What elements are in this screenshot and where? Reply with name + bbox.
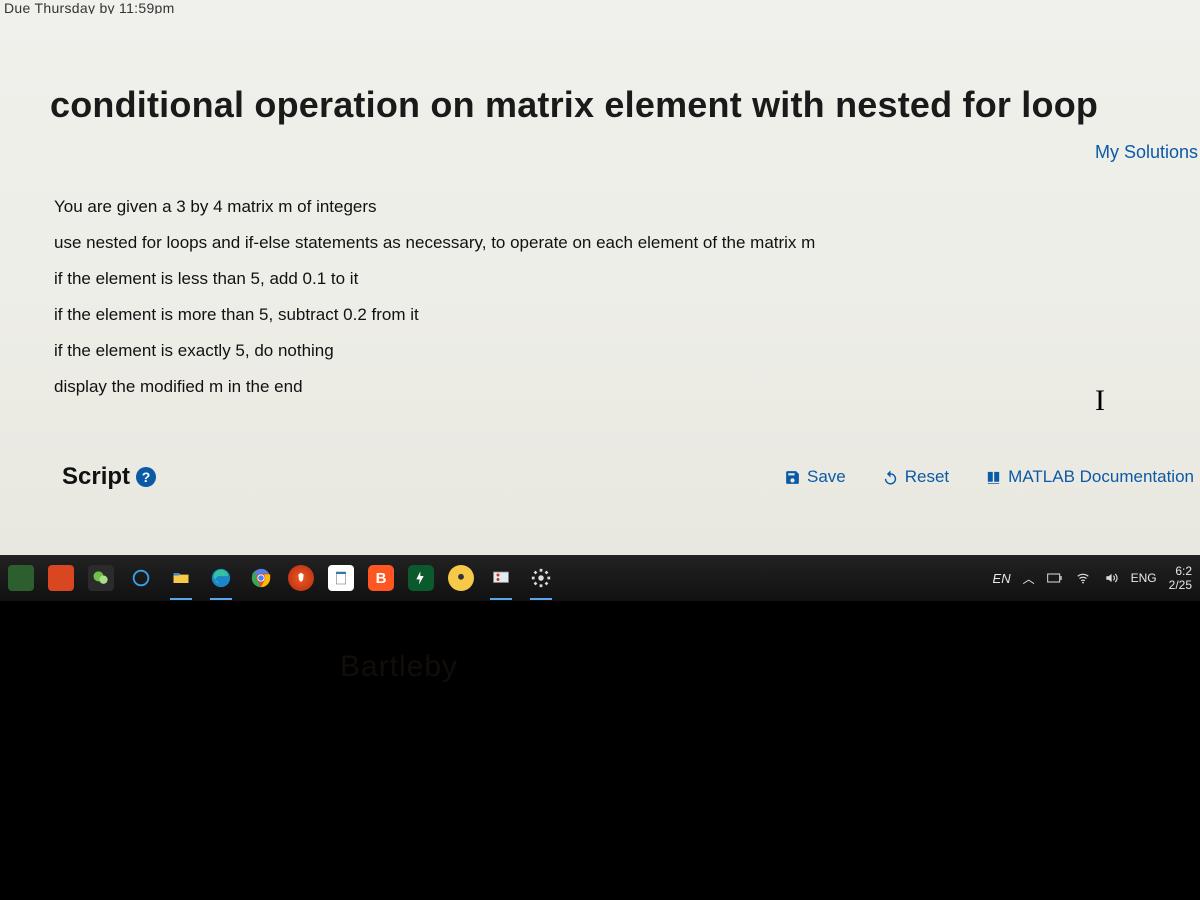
due-bar: Due Thursday by 11:59pm bbox=[0, 0, 1200, 14]
clock[interactable]: 6:2 2/25 bbox=[1169, 564, 1192, 593]
edge-icon bbox=[210, 567, 232, 589]
reset-icon bbox=[882, 469, 899, 486]
chrome-icon bbox=[250, 567, 272, 589]
script-label-text: Script bbox=[62, 463, 130, 491]
search-ring-icon bbox=[130, 567, 152, 589]
instruction-line: use nested for loops and if-else stateme… bbox=[54, 225, 1200, 261]
taskbar-document-icon[interactable] bbox=[328, 565, 354, 591]
taskbar-yellow-app-icon[interactable] bbox=[448, 565, 474, 591]
save-button[interactable]: Save bbox=[784, 467, 846, 487]
taskbar-snip-icon[interactable] bbox=[488, 565, 514, 591]
page-icon bbox=[333, 568, 349, 588]
language-indicator[interactable]: ENG bbox=[1131, 571, 1157, 585]
instruction-line: if the element is exactly 5, do nothing bbox=[54, 333, 1200, 369]
location-icon bbox=[454, 571, 468, 585]
save-icon bbox=[784, 469, 801, 486]
my-solutions-link[interactable]: My Solutions bbox=[0, 136, 1200, 163]
gear-icon bbox=[530, 567, 552, 589]
reset-button[interactable]: Reset bbox=[882, 467, 949, 487]
taskbar-settings-icon[interactable] bbox=[528, 565, 554, 591]
lion-icon bbox=[293, 570, 309, 586]
taskbar-edge-icon[interactable] bbox=[208, 565, 234, 591]
battery-icon[interactable] bbox=[1047, 572, 1063, 584]
problem-instructions: You are given a 3 by 4 matrix m of integ… bbox=[0, 163, 1200, 405]
scissors-icon bbox=[490, 569, 512, 587]
taskbar-app-icon[interactable] bbox=[8, 565, 34, 591]
taskbar-app-icon[interactable] bbox=[48, 565, 74, 591]
chat-icon bbox=[91, 568, 111, 588]
wifi-icon[interactable] bbox=[1075, 571, 1091, 585]
instruction-line: You are given a 3 by 4 matrix m of integ… bbox=[54, 189, 1200, 225]
instruction-line: if the element is less than 5, add 0.1 t… bbox=[54, 261, 1200, 297]
taskbar-b-app-icon[interactable]: B bbox=[368, 565, 394, 591]
reset-label: Reset bbox=[905, 467, 949, 487]
text-cursor-icon: I bbox=[1095, 384, 1105, 418]
watermark-text: Bartleby bbox=[340, 650, 458, 684]
folder-icon bbox=[170, 568, 192, 588]
clock-date: 2/25 bbox=[1169, 578, 1192, 592]
taskbar-battery-icon[interactable] bbox=[408, 565, 434, 591]
script-toolbar: Script ? Save Reset MATLAB Documentation bbox=[0, 405, 1200, 491]
ime-indicator[interactable]: EN bbox=[993, 571, 1011, 586]
problem-title: conditional operation on matrix element … bbox=[0, 14, 1200, 136]
taskbar-cortana-icon[interactable] bbox=[128, 565, 154, 591]
instruction-line: if the element is more than 5, subtract … bbox=[54, 297, 1200, 333]
taskbar-systray[interactable]: EN ︿ ENG 6:2 2/25 bbox=[993, 564, 1192, 593]
matlab-docs-link[interactable]: MATLAB Documentation bbox=[985, 467, 1194, 487]
windows-taskbar[interactable]: B EN ︿ ENG 6:2 2/25 bbox=[0, 555, 1200, 601]
taskbar-brave-icon[interactable] bbox=[288, 565, 314, 591]
clock-time: 6:2 bbox=[1175, 564, 1192, 578]
docs-label: MATLAB Documentation bbox=[1008, 467, 1194, 487]
volume-icon[interactable] bbox=[1103, 571, 1119, 585]
taskbar-explorer-icon[interactable] bbox=[168, 565, 194, 591]
script-heading: Script ? bbox=[62, 463, 156, 491]
taskbar-chrome-icon[interactable] bbox=[248, 565, 274, 591]
taskbar-wechat-icon[interactable] bbox=[88, 565, 114, 591]
save-label: Save bbox=[807, 467, 846, 487]
help-icon[interactable]: ? bbox=[136, 467, 156, 487]
office-icon bbox=[52, 569, 70, 587]
instruction-line: display the modified m in the end bbox=[54, 369, 1200, 405]
chevron-up-icon[interactable]: ︿ bbox=[1023, 570, 1035, 587]
bolt-icon bbox=[413, 570, 429, 586]
app-content: Due Thursday by 11:59pm conditional oper… bbox=[0, 0, 1200, 555]
book-icon bbox=[985, 469, 1002, 486]
